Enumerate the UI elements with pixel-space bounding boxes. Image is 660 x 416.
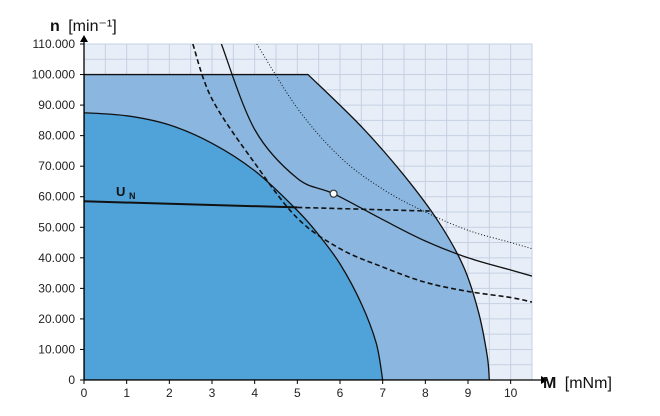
y-tick-label: 50.000 <box>38 220 75 234</box>
y-tick-label: 60.000 <box>38 190 75 204</box>
y-axis-unit: [min⁻¹] <box>68 18 116 35</box>
x-axis-arrow <box>541 376 548 384</box>
series-label-subscript: N <box>129 191 136 201</box>
x-axis-symbol: M <box>543 375 556 392</box>
y-tick-label: 110.000 <box>33 37 76 51</box>
y-tick-label: 90.000 <box>38 98 75 112</box>
y-axis-symbol: n <box>50 18 60 35</box>
region-inner <box>84 112 384 380</box>
series-label-un: U N <box>116 184 136 201</box>
series-line-4 <box>256 44 532 250</box>
y-tick-label: 0 <box>68 373 75 387</box>
x-axis-unit: [mNm] <box>565 375 612 392</box>
y-tick-label: 70.000 <box>38 159 75 173</box>
y-tick-label: 10.000 <box>38 342 75 356</box>
characteristic-lines <box>84 44 532 303</box>
y-tick-label: 100.000 <box>32 68 76 82</box>
operating-point-layer <box>329 189 338 198</box>
y-axis-title: n [min⁻¹] <box>50 18 117 35</box>
operating-point-marker <box>329 189 338 198</box>
series-line-2 <box>220 44 532 277</box>
y-tick-label: 80.000 <box>38 129 75 143</box>
y-tick-label: 20.000 <box>38 312 75 326</box>
operating-regions <box>84 73 490 380</box>
x-tick-label: 1 <box>123 386 130 400</box>
x-tick-label: 3 <box>209 386 216 400</box>
y-tick-label: 40.000 <box>38 251 75 265</box>
x-axis-title: M [mNm] <box>543 375 612 392</box>
axes <box>80 35 548 384</box>
y-tick-label: 30.000 <box>38 281 75 295</box>
x-tick-label: 6 <box>337 386 344 400</box>
series-label-main: U <box>116 184 125 199</box>
x-tick-label: 7 <box>379 386 386 400</box>
x-tick-label: 0 <box>81 386 88 400</box>
x-tick-label: 8 <box>422 386 429 400</box>
tick-labels: 0 1 2 3 4 5 6 7 8 9 10 0 10.000 20.000 30.000 40.000 50.… <box>32 37 518 400</box>
x-tick-label: 9 <box>465 386 472 400</box>
series-line-0 <box>84 200 298 209</box>
x-tick-label: 4 <box>251 386 258 400</box>
series-line-3 <box>192 44 532 303</box>
x-tick-label: 10 <box>504 386 518 400</box>
y-axis-arrow <box>80 35 88 42</box>
x-tick-label: 2 <box>166 386 173 400</box>
x-tick-label: 5 <box>294 386 301 400</box>
